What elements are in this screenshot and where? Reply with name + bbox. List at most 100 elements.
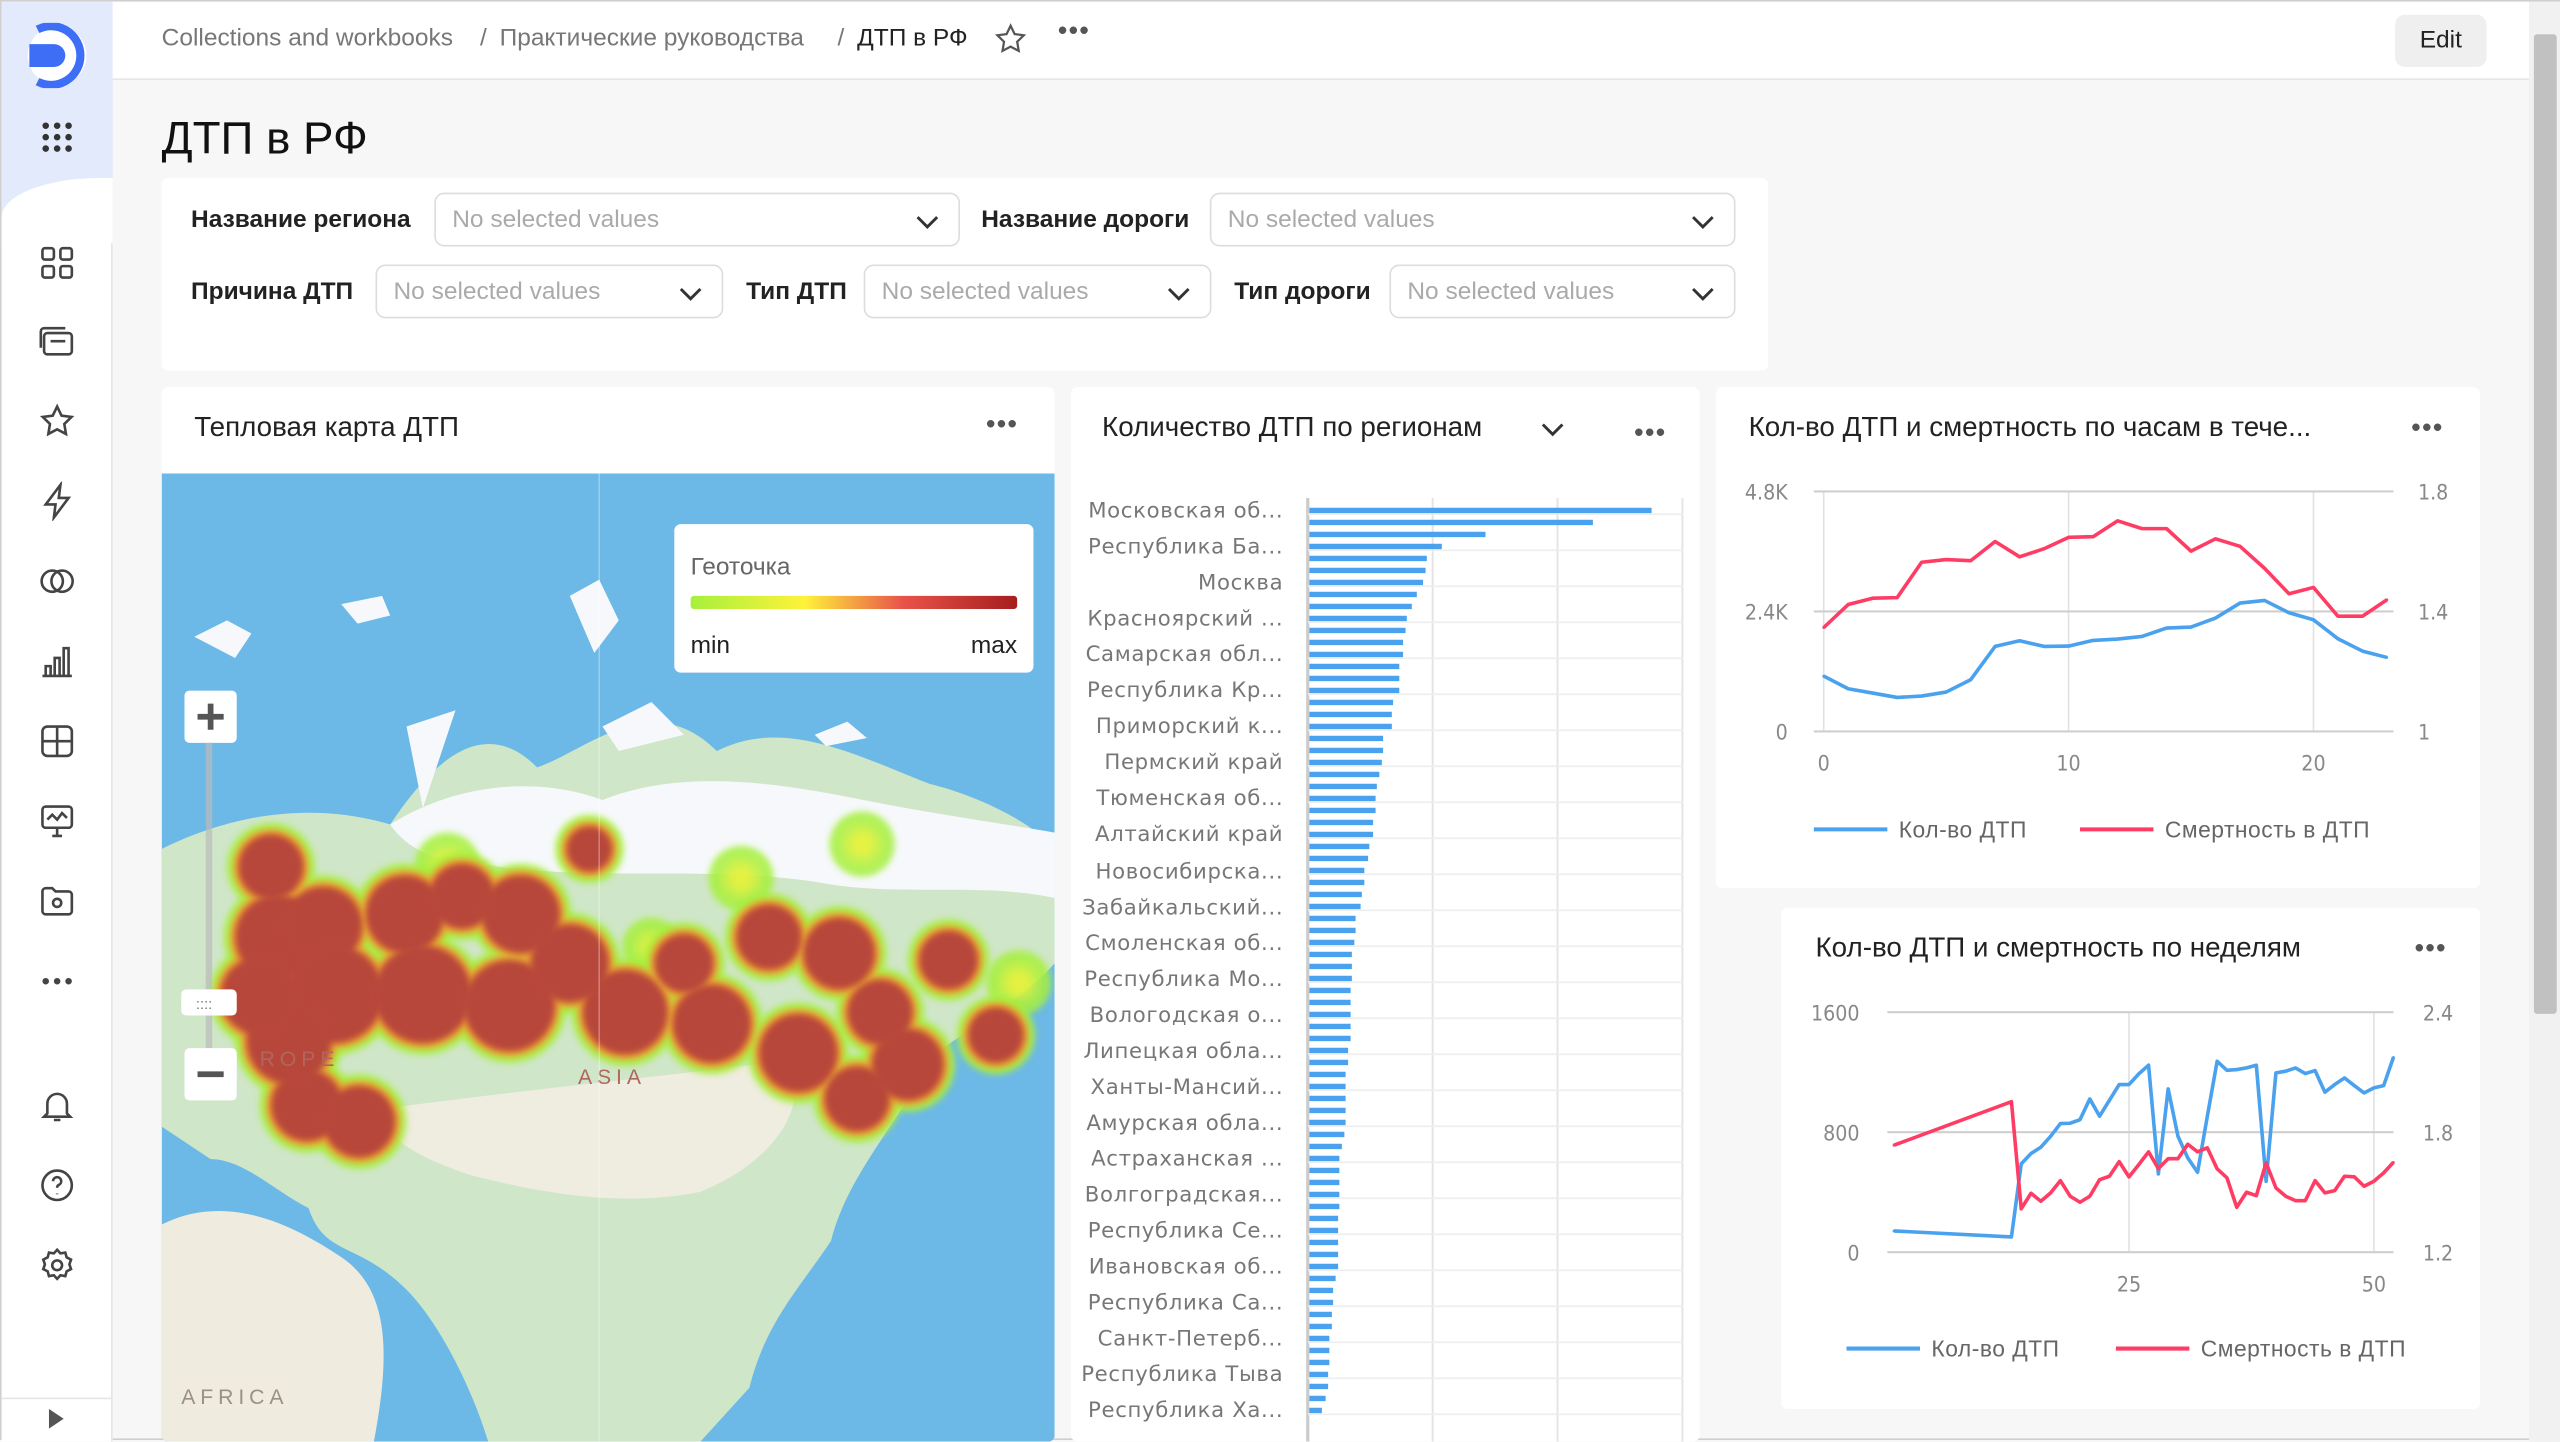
data-point <box>2362 1091 2366 1095</box>
bar <box>1309 1263 1339 1270</box>
y-left-tick-label: 4.8K <box>1745 481 1788 506</box>
breadcrumb-current: ДТП в РФ <box>857 24 968 53</box>
notifications-bell-icon[interactable] <box>38 1086 77 1125</box>
y-right-tick-label: 1.4 <box>2418 601 2448 626</box>
bar <box>1309 531 1486 538</box>
bar <box>1309 1071 1346 1078</box>
grid-table-icon[interactable] <box>38 722 77 761</box>
apps-grid-icon[interactable] <box>38 118 77 157</box>
page-title: ДТП в РФ <box>161 112 368 164</box>
bar <box>1309 711 1392 718</box>
data-point <box>2206 1114 2209 1118</box>
filter-type-select[interactable]: No selected values <box>863 264 1212 319</box>
breadcrumb-guides[interactable]: Практические руководства <box>499 24 804 53</box>
data-point <box>2312 618 2315 622</box>
bar <box>1309 1299 1334 1306</box>
widget-menu-icon[interactable]: ••• <box>1634 419 1667 448</box>
data-point <box>2116 637 2119 641</box>
charts-bar-icon[interactable] <box>38 642 77 681</box>
logo-icon[interactable] <box>24 22 89 89</box>
collections-icon[interactable] <box>38 322 77 361</box>
bar <box>1309 1347 1330 1354</box>
data-point <box>2284 1069 2288 1073</box>
data-point <box>2361 649 2364 653</box>
data-point <box>1993 645 1997 648</box>
settings-gear-icon[interactable] <box>38 1246 77 1285</box>
select-placeholder: No selected values <box>881 277 1089 306</box>
data-point <box>1846 687 1850 691</box>
data-point <box>2059 1122 2062 1125</box>
data-point <box>2127 1083 2131 1086</box>
data-point <box>2225 1068 2229 1072</box>
favorites-star-icon[interactable] <box>38 402 77 441</box>
bar <box>1309 579 1424 586</box>
data-point <box>2352 1084 2356 1087</box>
data-point <box>2068 1121 2072 1125</box>
series-line-count <box>1893 1056 2396 1239</box>
bar-tick-label: Республика Са... <box>1087 1291 1284 1317</box>
data-point <box>2303 1072 2307 1075</box>
bar <box>1309 543 1442 550</box>
bar <box>1309 1203 1340 1210</box>
heat-point-high <box>654 933 714 993</box>
dashboard-icon[interactable] <box>38 243 77 282</box>
data-point <box>2049 1134 2052 1138</box>
legend-gradient <box>690 595 1018 609</box>
bar <box>1309 1035 1351 1042</box>
monitor-icon[interactable] <box>38 802 77 841</box>
folder-icon[interactable] <box>38 882 77 921</box>
bar <box>1309 1239 1339 1246</box>
data-point <box>2140 527 2144 530</box>
bar <box>1309 927 1356 934</box>
bar <box>1309 759 1382 766</box>
filter-road-select[interactable]: No selected values <box>1209 192 1736 247</box>
data-point <box>1895 596 1899 599</box>
filter-road-type-select[interactable]: No selected values <box>1389 264 1736 319</box>
bar <box>1309 951 1352 958</box>
lightning-icon[interactable] <box>38 480 77 523</box>
data-point <box>2117 1083 2121 1086</box>
bar <box>1309 1155 1340 1162</box>
bar-tick-label: Тюменская об... <box>1096 787 1284 813</box>
filter-region-select[interactable]: No selected values <box>434 192 960 247</box>
zoom-slider-handle[interactable] <box>181 989 237 1016</box>
bar-tick-label: Московская об... <box>1088 499 1284 525</box>
bar <box>1309 1131 1345 1138</box>
more-actions-icon[interactable]: ••• <box>1057 17 1091 46</box>
heat-point-high <box>919 930 978 990</box>
help-icon[interactable] <box>38 1166 77 1205</box>
bar <box>1309 603 1412 610</box>
bar-tick-label: Волгоградская... <box>1084 1183 1284 1209</box>
heat-point-mid <box>724 862 758 895</box>
expand-arrow-icon[interactable] <box>44 1406 67 1432</box>
breadcrumb-collections[interactable]: Collections and workbooks <box>161 24 453 53</box>
chevron-down-icon[interactable] <box>1540 420 1566 443</box>
bar-tick-label: Приморский к... <box>1095 715 1284 741</box>
more-icon[interactable] <box>38 962 77 1001</box>
data-point <box>1920 560 1923 564</box>
bar <box>1309 939 1355 946</box>
edit-button[interactable]: Edit <box>2395 14 2487 67</box>
filter-label-type: Тип ДТП <box>746 277 847 306</box>
bar <box>1309 675 1400 682</box>
widget-menu-icon[interactable]: ••• <box>2411 414 2444 443</box>
map-label-asia: ASIA <box>578 1066 646 1089</box>
zoom-slider-track[interactable] <box>205 742 213 1049</box>
map-canvas[interactable]: AFRICA ROPE ASIA :::: Геоточка min max <box>161 473 1055 1442</box>
widget-menu-icon[interactable]: ••• <box>986 411 1019 440</box>
datasets-rings-icon[interactable] <box>38 562 77 601</box>
data-point <box>2333 1083 2336 1086</box>
data-point <box>2255 1194 2258 1197</box>
central-asia-land <box>373 1061 795 1199</box>
bar <box>1309 1215 1339 1222</box>
bar <box>1309 1167 1340 1174</box>
data-point <box>2108 1174 2111 1178</box>
data-point <box>1969 559 1972 563</box>
data-point <box>2010 1235 2013 1239</box>
scrollbar-thumb[interactable] <box>2533 34 2557 1014</box>
widget-menu-icon[interactable]: ••• <box>2414 935 2448 964</box>
data-point <box>1822 626 1825 629</box>
filter-cause-select[interactable]: No selected values <box>375 264 724 319</box>
data-point <box>2385 656 2389 659</box>
favorite-star-icon[interactable] <box>993 21 1029 57</box>
